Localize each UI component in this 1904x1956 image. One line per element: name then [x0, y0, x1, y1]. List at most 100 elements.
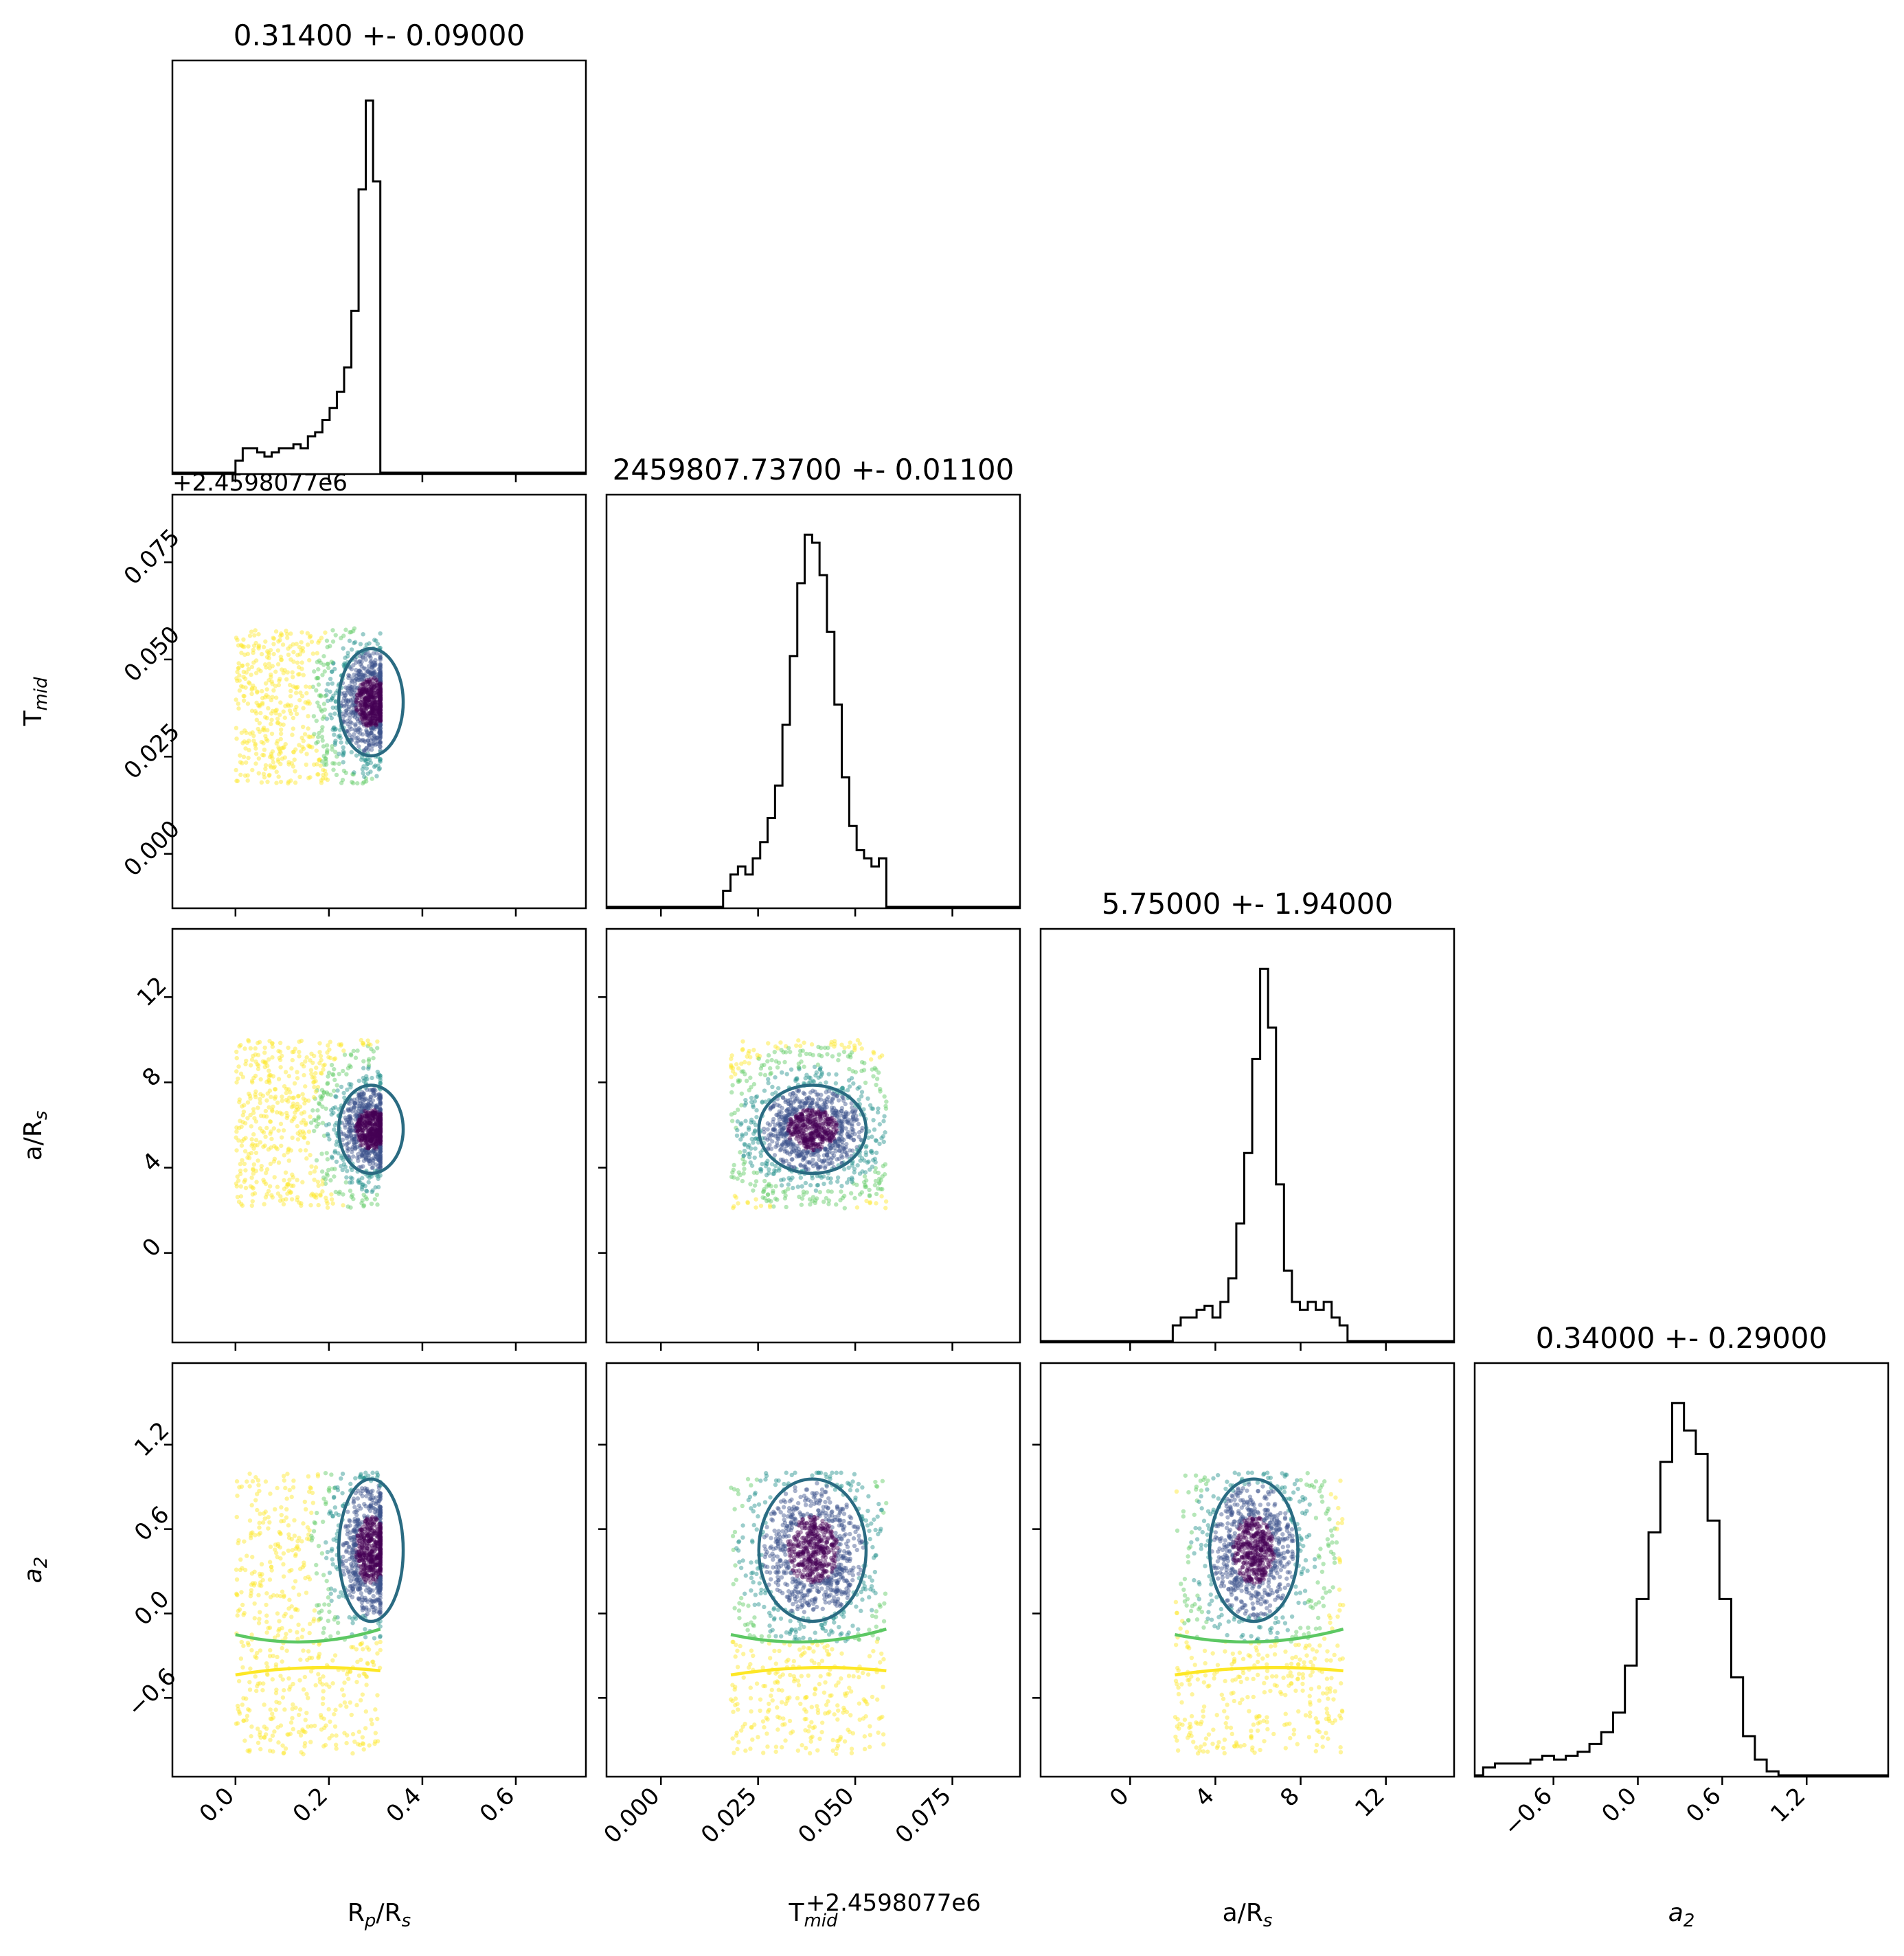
scatter-point: [352, 672, 356, 677]
scatter-point: [351, 1137, 356, 1142]
scatter-point: [305, 642, 310, 647]
scatter-point: [363, 683, 367, 688]
scatter-point: [364, 679, 370, 684]
scatter-point: [369, 692, 374, 697]
scatter-point: [246, 1091, 251, 1097]
scatter-point: [345, 688, 350, 693]
scatter-point: [240, 1112, 245, 1118]
scatter-point: [872, 1050, 876, 1056]
scatter-point: [819, 1054, 824, 1059]
scatter-point: [370, 704, 374, 710]
scatter-point: [356, 1091, 362, 1096]
scatter-point: [308, 1485, 313, 1490]
scatter-point: [262, 1064, 267, 1070]
scatter-point: [357, 688, 362, 693]
scatter-point: [273, 708, 278, 713]
scatter-point: [353, 1101, 358, 1105]
scatter-point: [751, 1140, 756, 1145]
scatter-point: [368, 1100, 374, 1105]
scatter-point: [287, 1597, 292, 1602]
scatter-point: [344, 1175, 349, 1180]
scatter-point: [352, 704, 357, 709]
scatter-point: [235, 778, 240, 783]
scatter-point: [356, 695, 362, 701]
scatter-point: [378, 1117, 383, 1122]
scatter-point: [283, 741, 288, 747]
scatter-point: [299, 648, 304, 653]
scatter-point: [270, 1055, 275, 1060]
scatter-point: [271, 688, 276, 693]
scatter-point: [378, 723, 383, 728]
scatter-point: [378, 682, 383, 686]
scatter-point: [247, 747, 251, 753]
scatter-point: [378, 722, 383, 727]
scatter-point: [275, 1654, 280, 1660]
scatter-point: [332, 1167, 337, 1171]
scatter-point: [377, 711, 383, 717]
scatter-point: [307, 635, 313, 640]
scatter-point: [262, 775, 267, 780]
scatter-point: [378, 726, 383, 731]
scatter-point: [373, 674, 378, 679]
scatter-point: [765, 1192, 771, 1197]
scatter-point: [836, 1057, 841, 1063]
scatter-point: [366, 1066, 371, 1071]
scatter-point: [343, 699, 349, 704]
scatter-point: [370, 708, 375, 713]
scatter-point: [365, 771, 370, 776]
scatter-point: [356, 739, 361, 744]
scatter-point: [297, 743, 302, 747]
scatter-point: [373, 1121, 378, 1127]
scatter-point: [364, 670, 369, 675]
scatter-point: [366, 1145, 371, 1151]
scatter-point: [325, 1081, 330, 1086]
scatter-point: [245, 773, 250, 778]
scatter-point: [275, 739, 280, 743]
scatter-point: [254, 1180, 259, 1184]
scatter-point: [374, 723, 379, 728]
scatter-point: [299, 666, 304, 671]
scatter-point: [378, 678, 383, 683]
scatter-point: [332, 1057, 337, 1062]
scatter-point: [235, 1613, 240, 1618]
scatter-point: [378, 715, 383, 721]
scatter-point: [376, 710, 381, 715]
scatter-point: [367, 1114, 373, 1119]
scatter-point: [748, 1182, 753, 1187]
scatter-point: [291, 1175, 295, 1180]
scatter-point: [331, 693, 336, 698]
scatter-point: [308, 1058, 313, 1063]
scatter-point: [369, 1138, 374, 1143]
scatter-point: [330, 696, 335, 701]
scatter-point: [241, 693, 246, 699]
scatter-point: [825, 1052, 830, 1057]
scatter-point: [373, 737, 378, 742]
scatter-point: [333, 726, 338, 732]
scatter-point: [883, 1130, 887, 1135]
scatter-point: [378, 679, 383, 684]
scatter-point: [752, 1183, 758, 1188]
scatter-point: [325, 1132, 330, 1136]
y-tick-label: 0.050: [119, 621, 185, 688]
scatter-point: [356, 685, 361, 690]
scatter-point: [315, 762, 319, 767]
scatter-point: [376, 725, 381, 730]
scatter-point: [319, 1071, 324, 1076]
scatter-point: [284, 1496, 289, 1501]
scatter-point: [312, 1053, 317, 1059]
scatter-point: [337, 1594, 341, 1599]
scatter-point: [299, 630, 304, 635]
scatter-point: [275, 1184, 280, 1189]
scatter-point: [378, 719, 383, 723]
scatter-point: [369, 1138, 374, 1144]
scatter-point: [360, 1097, 365, 1102]
scatter-point: [291, 649, 296, 655]
scatter-point: [362, 1136, 367, 1140]
scatter-point: [302, 1674, 308, 1680]
scatter-point: [282, 1153, 286, 1158]
scatter-point: [875, 1110, 881, 1115]
scatter-point: [365, 1137, 370, 1143]
scatter-point: [378, 690, 383, 695]
scatter-point: [352, 1101, 357, 1105]
scatter-point: [249, 1724, 254, 1729]
